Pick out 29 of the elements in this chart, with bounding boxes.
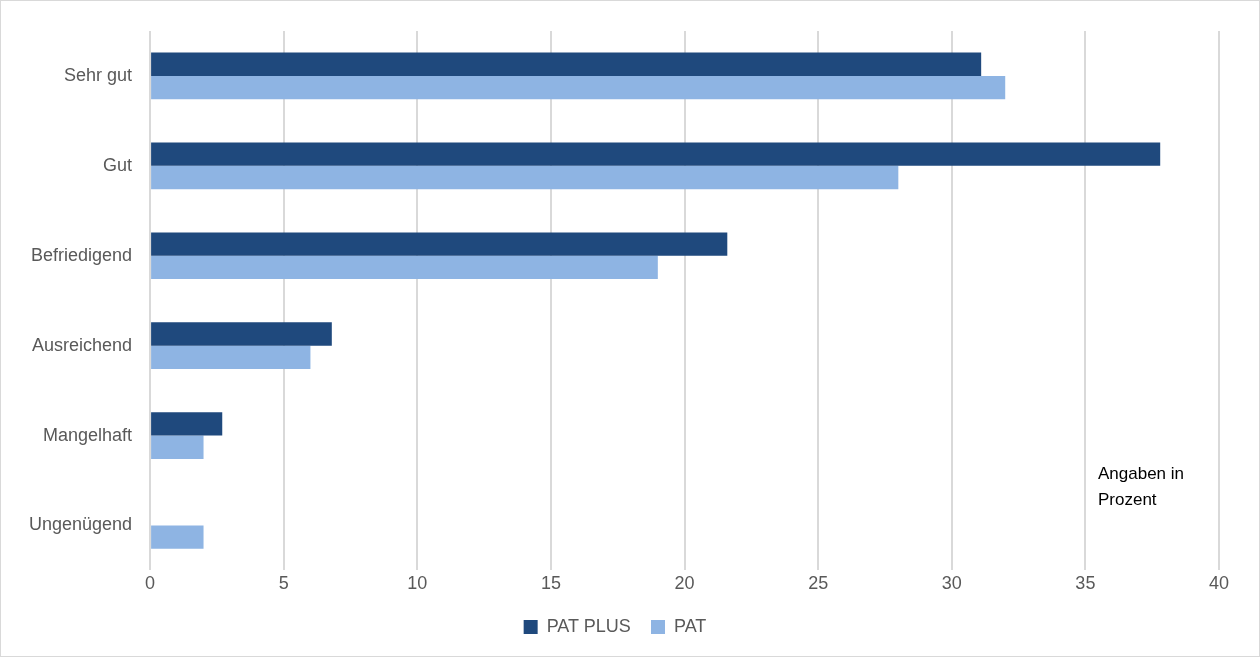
- x-tick-label: 15: [540, 573, 561, 594]
- x-tick-label: 5: [278, 573, 289, 594]
- x-tick-label: 35: [1075, 573, 1096, 594]
- y-tick-label: Mangelhaft: [43, 424, 133, 445]
- x-tick-label: 30: [941, 573, 962, 594]
- x-tick-label: 25: [808, 573, 829, 594]
- y-tick-label: Gut: [103, 154, 133, 175]
- legend-label: PAT PLUS: [546, 615, 631, 636]
- annotation: Angaben in Prozent: [1098, 463, 1186, 511]
- x-tick-label: 20: [674, 573, 695, 594]
- bar: [151, 525, 204, 549]
- y-tick-label: Ungenügend: [28, 514, 133, 535]
- bar: [151, 435, 204, 459]
- bar: [151, 165, 899, 190]
- bar: [151, 322, 332, 346]
- bar: [151, 142, 1161, 166]
- legend-label: PAT: [674, 615, 707, 636]
- y-tick-label: Befriedigend: [31, 244, 133, 265]
- y-tick-label: Ausreichend: [32, 334, 133, 355]
- x-tick-label: 0: [145, 573, 156, 594]
- bar: [151, 345, 311, 370]
- x-tick-label: 10: [407, 573, 428, 594]
- bar: [151, 232, 728, 256]
- bar: [151, 75, 1006, 100]
- bar: [151, 255, 658, 280]
- bar: [151, 412, 223, 436]
- x-tick-label: 40: [1208, 573, 1230, 594]
- bar: [151, 52, 982, 76]
- y-tick-label: Sehr gut: [64, 64, 133, 85]
